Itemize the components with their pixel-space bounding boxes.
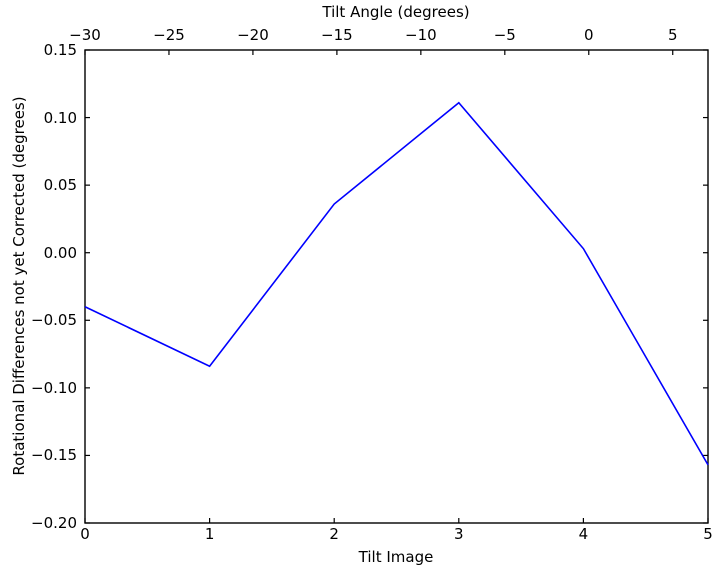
left-tick-label: 0.05 [43,176,77,195]
left-tick-label: −0.10 [31,378,77,397]
top-tick-label: −5 [493,26,516,44]
left-tick-label: −0.15 [31,446,77,465]
left-axis-title: Rotational Differences not yet Corrected… [10,96,28,476]
bottom-tick-label: 4 [578,525,589,543]
top-tick-label: −30 [69,26,101,44]
left-tick-label: −0.20 [31,514,77,532]
top-tick-label: −10 [405,26,437,44]
top-tick-label: −25 [153,26,185,44]
bottom-tick-label: 2 [329,525,339,543]
top-tick-label: −20 [237,26,269,44]
bottom-tick-label: 3 [454,525,464,543]
bottom-tick-label: 5 [703,525,713,543]
left-tick-label: 0.15 [43,41,77,59]
left-tick-label: 0.00 [43,243,77,262]
bottom-tick-label: 1 [204,525,215,543]
left-tick-label: −0.05 [31,311,77,330]
top-tick-label: −15 [321,26,353,44]
bottom-axis-title: Tilt Image [358,548,434,566]
top-tick-label: 5 [667,26,678,44]
left-tick-label: 0.10 [43,108,77,127]
bottom-tick-label: 0 [80,525,90,543]
top-tick-label: 0 [583,26,594,44]
top-axis-title: Tilt Angle (degrees) [322,3,470,21]
data-line-rotational_differences [84,101,709,466]
plot-border [84,49,709,524]
